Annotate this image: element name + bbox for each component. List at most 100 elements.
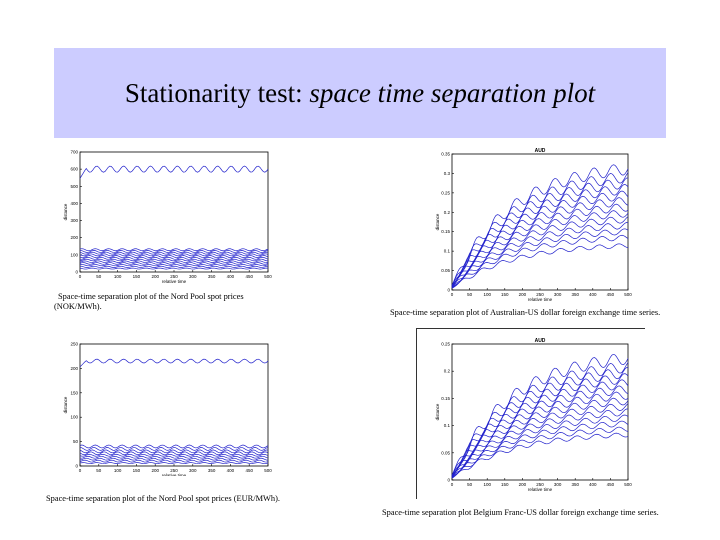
title-italic: space time separation plot	[309, 77, 596, 108]
x-tick-label: 100	[114, 274, 122, 279]
series-line	[79, 262, 269, 265]
series-line	[79, 165, 269, 179]
y-tick-label: 600	[70, 167, 78, 172]
x-tick-label: 0	[451, 482, 454, 487]
x-tick-label: 350	[208, 468, 216, 473]
chart-nordpool-nok: 0 50 100 150 200 250 300 350 400 450 500 0 100 200 300…	[63, 150, 272, 285]
series-line	[451, 403, 629, 478]
y-tick-label: 0.2	[444, 369, 451, 374]
y-tick-label: 0.35	[441, 152, 450, 157]
x-tick-label: 150	[501, 482, 509, 487]
y-tick-label: 0	[447, 288, 450, 293]
y-tick-label: 100	[70, 252, 78, 257]
series-line	[79, 260, 269, 263]
y-tick-label: 0.15	[441, 229, 450, 234]
x-tick-label: 50	[467, 482, 473, 487]
x-tick-label: 50	[467, 292, 473, 297]
series-line	[451, 397, 629, 478]
y-tick-label: 500	[70, 184, 78, 189]
series-line	[79, 449, 269, 454]
x-axis-label: relative time	[528, 297, 553, 302]
x-tick-label: 300	[189, 274, 197, 279]
plot-aud-usd: 0 50 100 150 200 250 300 350 400 450 500 0 0.05 0.1 0.…	[422, 146, 634, 304]
x-tick-label: 350	[571, 292, 579, 297]
y-tick-label: 0.3	[444, 171, 451, 176]
x-axis-label: relative time	[528, 487, 553, 492]
y-axis-label: distance	[63, 203, 68, 220]
x-tick-label: 300	[554, 482, 562, 487]
x-tick-label: 400	[227, 274, 235, 279]
y-tick-label: 250	[70, 342, 78, 347]
series-line	[451, 216, 629, 288]
x-tick-label: 200	[519, 292, 527, 297]
x-tick-label: 500	[624, 292, 632, 297]
chart-title: AUD	[535, 148, 546, 154]
series-line	[79, 459, 269, 463]
y-tick-label: 0.1	[444, 423, 451, 428]
series-line	[79, 265, 269, 268]
series-line	[451, 426, 629, 479]
x-tick-label: 0	[79, 274, 82, 279]
x-tick-label: 400	[227, 468, 235, 473]
caption-nordpool-nok-line1: Space-time separation plot of the Nord P…	[58, 292, 244, 301]
caption-aud-usd: Space-time separation plot of Australian…	[390, 308, 661, 317]
y-tick-label: 0	[75, 270, 78, 275]
x-tick-label: 250	[536, 482, 544, 487]
plot-area	[451, 153, 629, 291]
title-plain: Stationarity test:	[124, 77, 310, 108]
y-tick-label: 0.15	[441, 396, 450, 401]
x-tick-label: 0	[79, 468, 82, 473]
x-tick-label: 400	[589, 292, 597, 297]
series-line	[79, 251, 269, 255]
plot-nordpool-eur: 0 50 100 150 200 250 300 350 400 450 500 0 50 100 150 2…	[54, 336, 276, 476]
y-tick-label: 300	[70, 218, 78, 223]
chart-title: AUD	[535, 338, 546, 344]
x-tick-label: 250	[170, 274, 178, 279]
series-line	[451, 210, 629, 288]
caption-bef-usd: Space-time separation plot Belgium Franc…	[382, 508, 659, 517]
series-line	[451, 385, 629, 477]
y-tick-label: 400	[70, 201, 78, 206]
y-tick-label: 700	[70, 150, 78, 155]
slide-title: Stationarity test: space time separation…	[125, 78, 595, 109]
x-tick-label: 100	[483, 292, 491, 297]
x-tick-label: 500	[624, 482, 632, 487]
series-line	[79, 250, 269, 253]
y-axis-label: distance	[435, 403, 440, 420]
y-tick-label: 0.25	[441, 342, 450, 347]
x-tick-label: 450	[245, 468, 253, 473]
x-tick-label: 250	[536, 292, 544, 297]
series-line	[451, 221, 629, 288]
plot-bef-usd: 0 50 100 150 200 250 300 350 400 450 500 0 0.05 0.1 0.…	[422, 334, 634, 494]
chart-bef-usd: 0 50 100 150 200 250 300 350 400 450 500 0 0.05 0.1 0.…	[435, 338, 632, 492]
series-line	[79, 455, 269, 459]
x-tick-label: 350	[571, 482, 579, 487]
series-line	[79, 264, 269, 267]
x-tick-label: 150	[501, 292, 509, 297]
y-tick-label: 200	[70, 366, 78, 371]
series-line	[451, 203, 629, 288]
x-tick-label: 200	[151, 468, 159, 473]
series-line	[451, 420, 629, 479]
series-line	[79, 447, 269, 451]
x-tick-label: 450	[607, 482, 615, 487]
series-line	[79, 358, 269, 368]
caption-nordpool-nok-line2: (NOK/MWh).	[54, 302, 102, 311]
x-tick-label: 150	[133, 468, 141, 473]
y-tick-label: 0.25	[441, 190, 450, 195]
x-tick-label: 350	[208, 274, 216, 279]
series-line	[79, 267, 269, 270]
series-line	[79, 253, 269, 257]
y-axis-label: distance	[63, 396, 68, 413]
plot-nordpool-nok: 0 50 100 150 200 250 300 350 400 450 500 0 100 200 300…	[54, 146, 276, 284]
series-line	[79, 457, 269, 461]
y-tick-label: 50	[73, 439, 79, 444]
chart-nordpool-eur: 0 50 100 150 200 250 300 350 400 450 500 0 50 100 150 2…	[63, 342, 272, 477]
x-tick-label: 400	[589, 482, 597, 487]
series-line	[79, 256, 269, 260]
x-tick-label: 50	[96, 468, 102, 473]
y-tick-label: 0.05	[441, 450, 450, 455]
y-tick-label: 150	[70, 390, 78, 395]
x-tick-label: 450	[245, 274, 253, 279]
series-line	[79, 444, 269, 449]
